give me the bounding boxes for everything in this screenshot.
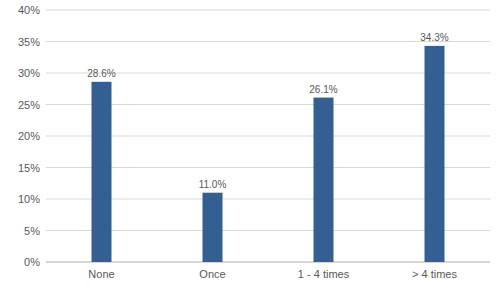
- bars: [92, 46, 445, 262]
- x-axis-line: [46, 262, 490, 263]
- data-label: 34.3%: [420, 32, 448, 43]
- bar: [314, 98, 334, 262]
- grid-line: [46, 262, 490, 263]
- y-tick-label: 20%: [18, 130, 40, 142]
- grid-line: [46, 136, 490, 137]
- x-tick-label: Once: [199, 268, 225, 280]
- y-axis-line: [46, 10, 47, 262]
- grid-line: [46, 10, 490, 11]
- grid-line: [46, 167, 490, 168]
- x-tick-label: > 4 times: [412, 268, 457, 280]
- grid-line: [46, 199, 490, 200]
- y-tick-label: 15%: [18, 162, 40, 174]
- grid-line: [46, 230, 490, 231]
- y-tick-label: 25%: [18, 99, 40, 111]
- bar: [203, 193, 223, 262]
- y-tick-label: 0%: [24, 256, 40, 268]
- x-tick-label: None: [88, 268, 114, 280]
- bar: [92, 82, 112, 262]
- x-tick-label: 1 - 4 times: [298, 268, 350, 280]
- grid-line: [46, 104, 490, 105]
- data-label: 26.1%: [309, 84, 337, 95]
- y-tick-label: 10%: [18, 193, 40, 205]
- chart-container: 0% 5% 10% 15% 20% 25% 30% 35% 40% 28.6% 11.0% 26.1%…: [0, 0, 500, 293]
- y-tick-label: 35%: [18, 36, 40, 48]
- y-tick-label: 40%: [18, 4, 40, 16]
- y-tick-label: 30%: [18, 67, 40, 79]
- chart-svg: 0% 5% 10% 15% 20% 25% 30% 35% 40% 28.6% 11.0% 26.1%…: [0, 0, 500, 293]
- data-label: 28.6%: [87, 68, 115, 79]
- bar: [425, 46, 445, 262]
- data-label: 11.0%: [199, 179, 227, 190]
- y-tick-label: 5%: [24, 225, 40, 237]
